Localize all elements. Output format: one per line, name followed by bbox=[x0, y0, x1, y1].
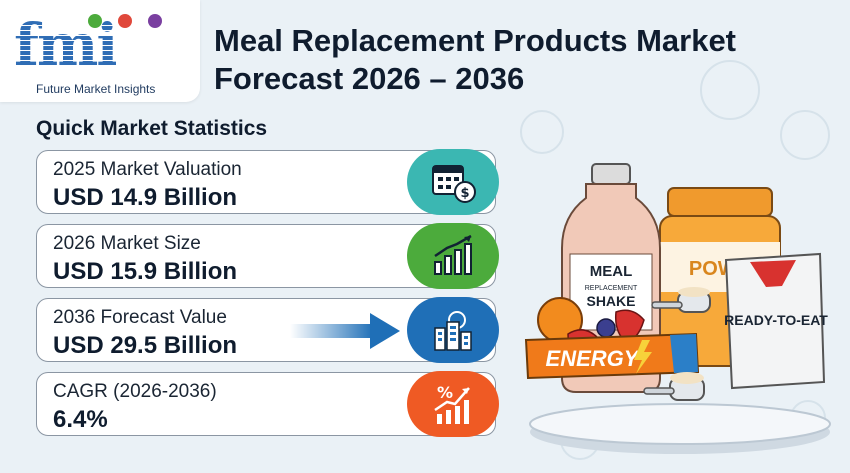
stat-card-market-valuation: 2025 Market Valuation USD 14.9 Billion $ bbox=[36, 149, 499, 215]
svg-text:$: $ bbox=[460, 186, 469, 201]
powder-scoop bbox=[643, 372, 705, 401]
platform bbox=[529, 403, 831, 445]
stat-value: USD 15.9 Billion bbox=[53, 258, 238, 285]
city-buildings-icon bbox=[407, 297, 499, 363]
bottle-label-bottom: SHAKE bbox=[586, 293, 635, 309]
stats-heading: Quick Market Statistics bbox=[36, 117, 268, 140]
energy-bar: ENERGY bbox=[524, 332, 700, 380]
bottle-label-sub: REPLACEMENT bbox=[585, 285, 638, 292]
stat-label: CAGR (2026-2036) bbox=[53, 381, 217, 402]
stat-value: USD 29.5 Billion bbox=[53, 332, 238, 359]
logo-dot-red-icon bbox=[118, 14, 132, 28]
logo-wordmark: fmi bbox=[14, 11, 118, 79]
bottle-label-main: MEAL bbox=[590, 263, 633, 280]
logo-card: fmi Future Market Insights bbox=[0, 0, 200, 102]
logo-dot-purple-icon bbox=[148, 14, 162, 28]
forecast-arrow-icon bbox=[290, 313, 400, 349]
stat-label: 2025 Market Valuation bbox=[53, 159, 242, 180]
stat-value: 6.4% bbox=[53, 406, 108, 433]
stat-label: 2026 Market Size bbox=[53, 233, 201, 254]
percent-growth-icon: % bbox=[407, 371, 499, 437]
powder-scoop bbox=[651, 287, 711, 313]
background-circle bbox=[780, 110, 830, 160]
bar-label: ENERGY bbox=[546, 346, 641, 371]
logo-dot-green-icon bbox=[88, 14, 102, 28]
svg-text:%: % bbox=[437, 383, 453, 402]
stat-label: 2036 Forecast Value bbox=[53, 307, 227, 328]
pouch-label: READY-TO-EAT bbox=[724, 312, 828, 328]
page-title: Meal Replacement Products Market Forecas… bbox=[214, 23, 737, 96]
stat-card-forecast-value: 2036 Forecast Value USD 29.5 Billion bbox=[36, 297, 499, 363]
blueberry bbox=[596, 318, 616, 338]
bar-chart-growth-icon bbox=[407, 223, 499, 289]
logo-tagline: Future Market Insights bbox=[36, 82, 156, 96]
ready-to-eat-pouch: READY-TO-EAT bbox=[724, 252, 828, 390]
background-circle bbox=[700, 60, 760, 120]
calendar-money-icon: $ bbox=[407, 149, 499, 215]
background-circle bbox=[520, 110, 564, 154]
product-illustration: POWD MEAL REPLACEMENT SHAKE ENERGY READY… bbox=[524, 163, 831, 454]
stat-value: USD 14.9 Billion bbox=[53, 184, 238, 211]
stat-card-cagr: CAGR (2026-2036) 6.4% % bbox=[36, 371, 499, 437]
stat-card-market-size: 2026 Market Size USD 15.9 Billion bbox=[36, 223, 499, 289]
